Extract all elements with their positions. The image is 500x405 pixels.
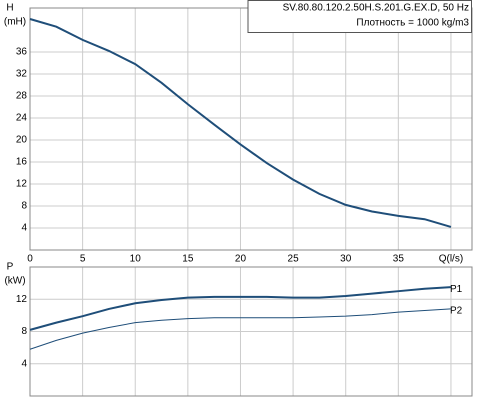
- x-tick-label: 30: [340, 254, 352, 265]
- y-tick-label: 4: [21, 223, 27, 234]
- line: [29, 308, 451, 350]
- y-tick-label: 12: [16, 294, 28, 305]
- x-tick-label: 10: [130, 254, 142, 265]
- line: [29, 18, 452, 228]
- info-text: SV.80.80.120.2.50H.S.201.G.EX.D, 50 Hz: [283, 3, 469, 14]
- y-tick-label: 20: [16, 135, 28, 146]
- y-axis-unit: (mH): [4, 17, 26, 28]
- x-tick-label: 0: [27, 254, 33, 265]
- y-tick-label: 8: [21, 201, 27, 212]
- x-tick-label: Q(l/s): [439, 254, 463, 265]
- x-tick-label: 20: [235, 254, 247, 265]
- y-tick-label: 36: [16, 47, 28, 58]
- plot-frame: [29, 266, 473, 397]
- y-axis-label: H: [6, 3, 13, 14]
- y-tick-label: 4: [21, 358, 27, 369]
- line: [29, 286, 452, 331]
- y-tick-label: 8: [21, 326, 27, 337]
- y-axis-unit: (kW): [4, 276, 25, 287]
- x-tick-label: 35: [393, 254, 405, 265]
- x-tick-label: 25: [288, 254, 300, 265]
- y-tick-label: 24: [16, 113, 28, 124]
- y-tick-label: 16: [16, 157, 28, 168]
- info-box: [247, 0, 472, 33]
- series-label: P1: [450, 284, 463, 295]
- series-label: P2: [450, 306, 463, 317]
- y-tick-label: 32: [16, 69, 28, 80]
- y-tick-label: 12: [16, 179, 28, 190]
- x-tick-label: 5: [80, 254, 86, 265]
- y-axis-label: P: [7, 262, 14, 273]
- info-text: Плотность = 1000 kg/m3: [356, 18, 469, 29]
- y-tick-label: 28: [16, 91, 28, 102]
- x-tick-label: 15: [182, 254, 194, 265]
